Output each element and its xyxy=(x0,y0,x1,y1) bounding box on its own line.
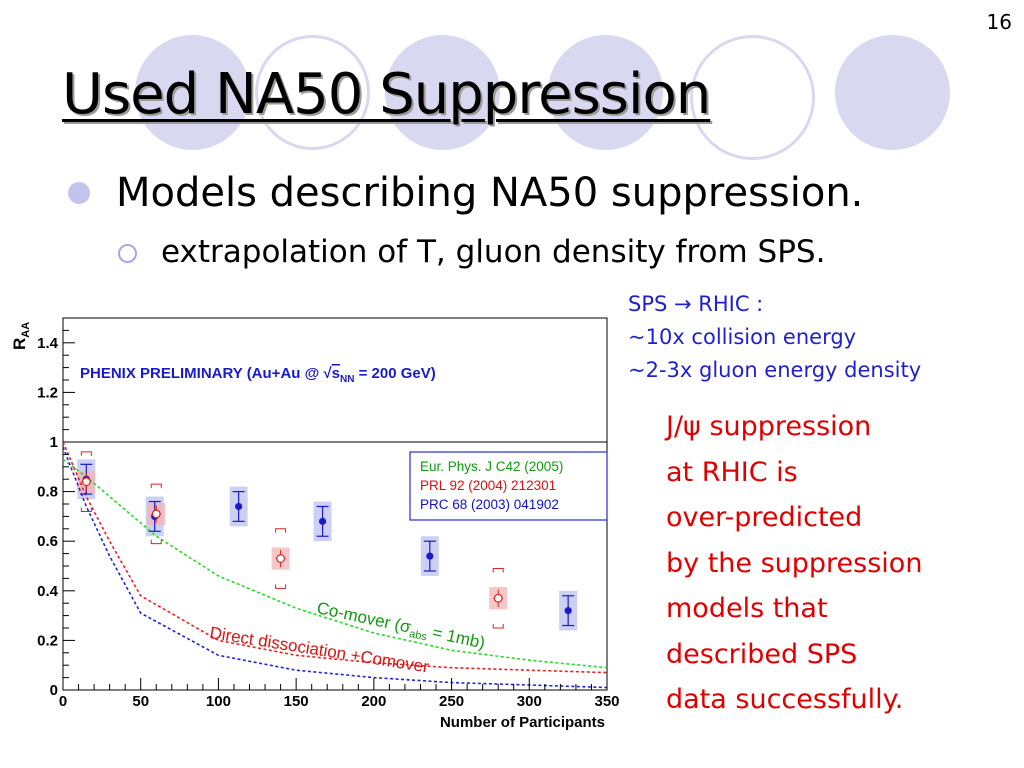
y-tick-label: 0.8 xyxy=(37,484,58,501)
sub-bullet-text: extrapolation of T, gluon density from S… xyxy=(161,234,826,270)
conclusion-line: models that xyxy=(666,593,828,624)
conclusion-title: J/ψ suppression xyxy=(666,411,872,442)
y-tick-label: 0.2 xyxy=(37,632,58,649)
bullet-item: Models describing NA50 suppression. xyxy=(68,170,863,216)
y-axis-label-main: R xyxy=(10,338,29,350)
filled-data-point xyxy=(235,502,243,511)
global-bracket xyxy=(80,451,92,456)
chart-title-sub: NN xyxy=(340,374,354,385)
x-tick-label: 100 xyxy=(206,693,231,710)
open-data-point xyxy=(493,593,503,603)
model-curves-layer xyxy=(62,441,608,689)
decor-circle xyxy=(135,35,250,150)
conclusion-line: described SPS xyxy=(666,638,858,670)
conclusion-line: by the suppression xyxy=(666,547,923,579)
chart-title-suffix: = 200 GeV) xyxy=(354,365,435,382)
y-axis-label-sub: AA xyxy=(20,322,32,338)
chart-legend: Eur. Phys. J C42 (2005) PRL 92 (2004) 21… xyxy=(409,451,608,521)
global-bracket xyxy=(275,528,287,533)
y-tick-label: 1.4 xyxy=(37,335,59,352)
x-tick-label: 150 xyxy=(284,693,309,710)
legend-entry: PRL 92 (2004) 212301 xyxy=(420,478,556,493)
filled-data-point xyxy=(426,552,434,560)
y-axis-label: RAA xyxy=(10,322,32,350)
page-title: Used NA50 Suppression xyxy=(62,62,711,127)
decor-ring xyxy=(255,35,370,150)
conclusion-line: data successfully. xyxy=(666,684,904,715)
open-data-point xyxy=(276,554,286,563)
filled-data-point xyxy=(318,517,327,525)
decor-circle xyxy=(835,35,950,150)
sps-note-line: ~10x collision energy xyxy=(628,325,857,349)
sps-note: SPS → RHIC : ~10x collision energy ~2-3x… xyxy=(628,288,921,387)
open-data-point xyxy=(81,477,91,487)
open-data-point xyxy=(151,509,161,519)
sub-bullet-item: extrapolation of T, gluon density from S… xyxy=(118,234,825,270)
comover-sigma: σ xyxy=(398,616,413,637)
x-tick-label: 250 xyxy=(439,693,464,710)
legend-box xyxy=(409,451,608,521)
slide-number: 16 xyxy=(986,10,1012,34)
global-bracket xyxy=(150,539,162,545)
global-bracket xyxy=(492,567,504,573)
x-tick-label: 350 xyxy=(594,693,619,710)
conclusion-line: at RHIC is xyxy=(666,456,798,488)
global-bracket xyxy=(492,624,504,629)
conclusion-line: over-predicted xyxy=(666,502,863,533)
decor-circle xyxy=(385,35,500,150)
y-tick-label: 0.6 xyxy=(37,533,58,550)
x-tick-label: 50 xyxy=(132,693,149,710)
chart-title-root: √ xyxy=(323,365,332,382)
y-tick-label: 0.4 xyxy=(37,583,59,600)
global-bracket xyxy=(275,584,287,589)
sps-note-line: ~2-3x gluon energy density xyxy=(628,358,922,382)
comover-sub: abs xyxy=(408,628,428,644)
global-bracket xyxy=(150,483,162,489)
data-points-layer xyxy=(80,451,575,629)
legend-entry: PRC 68 (2003) 041902 xyxy=(420,497,559,512)
bullet-ring-icon xyxy=(118,244,137,263)
y-tick-label: 0 xyxy=(50,682,58,699)
x-axis-label: Number of Participants xyxy=(440,714,605,731)
x-tick-label: 200 xyxy=(361,693,386,710)
x-tick-label: 0 xyxy=(59,693,67,710)
bullet-text: Models describing NA50 suppression. xyxy=(116,170,864,216)
conclusion-text: J/ψ suppression at RHIC is over-predicte… xyxy=(666,404,922,723)
x-tick-label: 300 xyxy=(517,693,542,710)
filled-data-point xyxy=(564,607,572,615)
chart-title-s: s xyxy=(332,365,340,382)
bullet-dot-icon xyxy=(68,182,90,204)
red-model-curve xyxy=(62,441,608,674)
y-tick-label: 1.2 xyxy=(37,384,58,401)
chart-title-prefix: PHENIX PRELIMINARY (Au+Au @ xyxy=(80,365,323,382)
y-tick-label: 1 xyxy=(50,434,58,451)
axes-layer: 0 50 100 150 200 250 300 350 0 0.2 0.4 0.6 0.8 1 1.2 1.… xyxy=(37,317,620,710)
raa-chart: 0 50 100 150 200 250 300 350 0 0.2 0.4 0.6 0.8 1 1.2 1.… xyxy=(10,317,620,731)
decor-circle xyxy=(548,35,663,150)
global-bracket xyxy=(80,507,92,512)
sps-note-line: SPS → RHIC : xyxy=(628,292,764,316)
chart-title: PHENIX PRELIMINARY (Au+Au @ √sNN = 200 G… xyxy=(80,365,436,385)
decor-ring xyxy=(690,35,815,160)
green-model-curve xyxy=(62,458,608,669)
blue-model-curve xyxy=(62,446,608,689)
legend-entry: Eur. Phys. J C42 (2005) xyxy=(420,459,563,474)
